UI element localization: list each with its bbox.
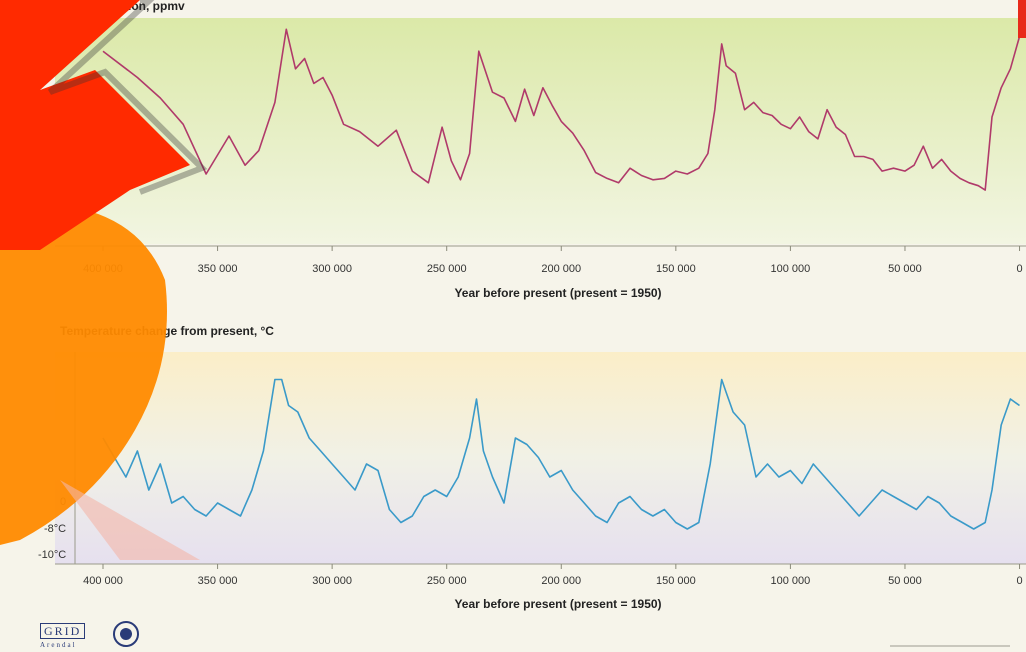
pink-fade-shape	[60, 480, 200, 560]
temperature-ytick-minus8: -8°C	[44, 523, 66, 535]
co2-xtick-label: 50 000	[888, 263, 922, 275]
orange-circle-shape	[0, 205, 167, 545]
temperature-xtick-label: 250 000	[427, 575, 467, 587]
corner-red-marker	[1018, 0, 1026, 38]
co2-xtick-label: 250 000	[427, 263, 467, 275]
temperature-xtick-label: 100 000	[771, 575, 811, 587]
temperature-x-axis-title: Year before present (present = 1950)	[454, 597, 661, 611]
grid-arendal-logo: GRID Arendal	[40, 622, 86, 649]
temperature-xtick-label: 150 000	[656, 575, 696, 587]
unep-logo	[113, 621, 139, 647]
temperature-xtick-label: 350 000	[198, 575, 238, 587]
co2-xtick-label: 100 000	[771, 263, 811, 275]
co2-xtick-label: 150 000	[656, 263, 696, 275]
co2-xtick-label: 350 000	[198, 263, 238, 275]
co2-x-axis-title: Year before present (present = 1950)	[454, 286, 661, 300]
red-arrow-shadow	[47, 0, 208, 195]
co2-xtick-label: 0	[1016, 263, 1022, 275]
credit-line	[890, 645, 1010, 647]
temperature-xtick-label: 50 000	[888, 575, 922, 587]
temperature-xtick-label: 0	[1016, 575, 1022, 587]
arendal-logo-text: Arendal	[40, 641, 77, 649]
temperature-xtick-label: 200 000	[541, 575, 581, 587]
temperature-xtick-label: 300 000	[312, 575, 352, 587]
temperature-ytick-minus10: -10°C	[38, 549, 66, 561]
temperature-xtick-label: 400 000	[83, 575, 123, 587]
temperature-plot-area	[55, 352, 1026, 564]
co2-line	[102, 28, 1021, 191]
temperature-line	[102, 378, 1020, 530]
temperature-chart: Temperature change from present, °C 0 -8…	[38, 324, 1026, 611]
co2-xtick-label: 300 000	[312, 263, 352, 275]
co2-plot-area	[55, 18, 1026, 244]
grid-logo-text: GRID	[40, 623, 86, 639]
red-arrow-shape	[0, 0, 190, 250]
co2-xtick-label: 200 000	[541, 263, 581, 275]
